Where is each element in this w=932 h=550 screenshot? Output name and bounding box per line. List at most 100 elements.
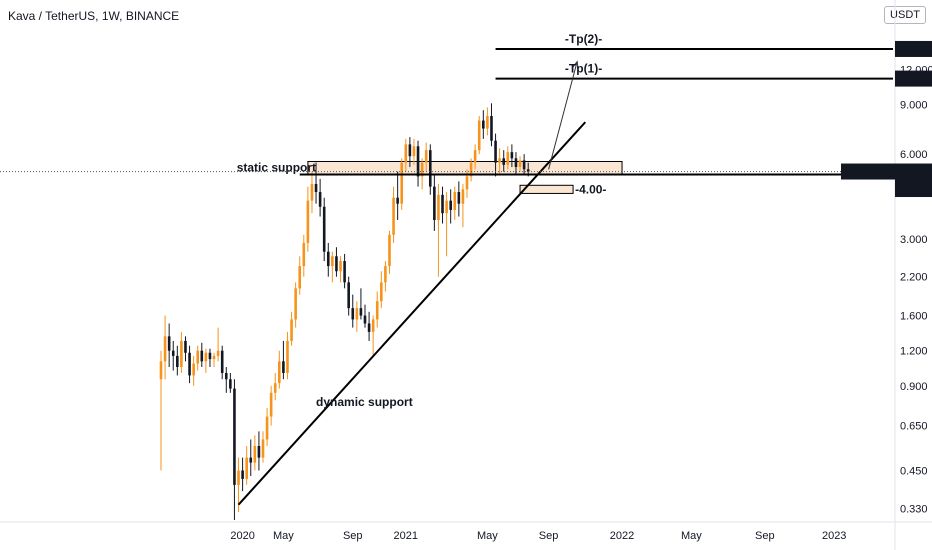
candle-body	[380, 282, 383, 302]
candle-body	[237, 470, 240, 485]
candle-body	[286, 340, 289, 373]
lines-layer	[0, 47, 895, 506]
candle-body	[510, 152, 514, 159]
candle-body	[461, 189, 465, 204]
time-tick: 2020	[230, 530, 254, 542]
candle-body	[498, 158, 501, 163]
candle-body	[469, 162, 473, 177]
candle-body	[359, 308, 363, 316]
candle-body	[180, 340, 183, 368]
time-tick: May	[681, 530, 702, 542]
candle-body	[473, 150, 477, 163]
price-tick: 1.600	[900, 311, 928, 323]
candle-body	[200, 350, 204, 362]
dynamic-support-line	[237, 121, 587, 506]
candle-body	[261, 439, 265, 458]
candle-body	[318, 192, 322, 207]
candle-body	[514, 158, 518, 168]
candle-body	[265, 416, 269, 440]
target-down-label: -4.00-	[575, 182, 606, 196]
tp2-label: -Tp(2)-	[565, 32, 602, 46]
price-tick: 2.200	[900, 272, 928, 284]
candle-body	[335, 256, 338, 272]
price-tick: 0.330	[900, 503, 928, 515]
time-tick: Sep	[755, 530, 775, 542]
candle-body	[441, 194, 444, 214]
candle-body	[371, 319, 375, 332]
candle-body	[302, 242, 306, 267]
candle-body	[204, 352, 208, 362]
candle-body	[416, 146, 420, 177]
candle-body	[278, 361, 281, 384]
candle-body	[241, 470, 244, 479]
candle-body	[502, 158, 506, 165]
candle-body	[245, 457, 248, 479]
time-tick: May	[273, 530, 294, 542]
static-support-label: static support	[237, 160, 316, 174]
time-tick: 2021	[394, 530, 418, 542]
candle-body	[465, 176, 469, 190]
candle-body	[249, 457, 253, 463]
candle-body	[229, 379, 232, 389]
candle-body	[224, 372, 228, 380]
candle-body	[400, 162, 404, 204]
candle-body	[449, 200, 452, 210]
time-tick: Sep	[343, 530, 363, 542]
candle-body	[163, 336, 167, 362]
candle-body	[482, 120, 485, 129]
time-tick: Sep	[539, 530, 559, 542]
candle-body	[494, 140, 497, 163]
candle-body	[347, 282, 350, 309]
chart-title: Kava / TetherUS, 1W, BINANCE	[8, 9, 180, 23]
candle-body	[326, 251, 330, 267]
candle-body	[257, 445, 261, 458]
candle-body	[408, 144, 412, 157]
tp1-label: -Tp(1)-	[565, 62, 602, 76]
candle-body	[314, 183, 318, 193]
price-tick: 0.900	[900, 381, 928, 393]
candle-body	[310, 183, 314, 201]
candle-body	[506, 152, 510, 165]
candle-body	[269, 392, 273, 417]
candle-body	[298, 266, 302, 289]
candle-body	[412, 146, 416, 157]
symbol-box	[841, 163, 895, 180]
candle-body	[404, 144, 408, 163]
candle-body	[453, 192, 457, 210]
dynamic-support-label: dynamic support	[316, 395, 413, 409]
candle-body	[196, 350, 200, 364]
candle-body	[331, 256, 334, 267]
candle-body	[273, 383, 277, 393]
Tp2-price-box	[895, 40, 932, 57]
static-support-zone	[307, 161, 623, 175]
candle-body	[367, 323, 371, 332]
candle-body	[363, 315, 367, 324]
candle-body	[188, 352, 191, 376]
candle-body	[490, 116, 493, 141]
target-down-price-box	[895, 181, 932, 198]
candle-body	[167, 336, 171, 351]
candle-body	[420, 162, 424, 177]
candle-body	[522, 160, 526, 170]
time-tick: 2022	[610, 530, 634, 542]
candle-body	[192, 363, 195, 376]
price-tick: 0.450	[900, 465, 928, 477]
candle-body	[233, 388, 236, 485]
candle-body	[384, 266, 387, 283]
annotations-layer: -Tp(2)- -Tp(1)- static support dynamic supp…	[230, 32, 932, 542]
candle-body	[171, 350, 175, 356]
price-tick: 6.000	[900, 149, 928, 161]
time-tick: 2023	[822, 530, 846, 542]
Tp1-price-box	[895, 70, 932, 87]
price-tick: 0.650	[900, 421, 928, 433]
candle-body	[477, 120, 481, 151]
candle-body	[294, 288, 297, 320]
price-tick: 3.000	[900, 234, 928, 246]
candle-body	[375, 301, 379, 320]
candle-body	[428, 150, 432, 187]
candle-body	[306, 200, 310, 243]
candle-body	[392, 197, 395, 235]
candle-body	[208, 352, 212, 360]
